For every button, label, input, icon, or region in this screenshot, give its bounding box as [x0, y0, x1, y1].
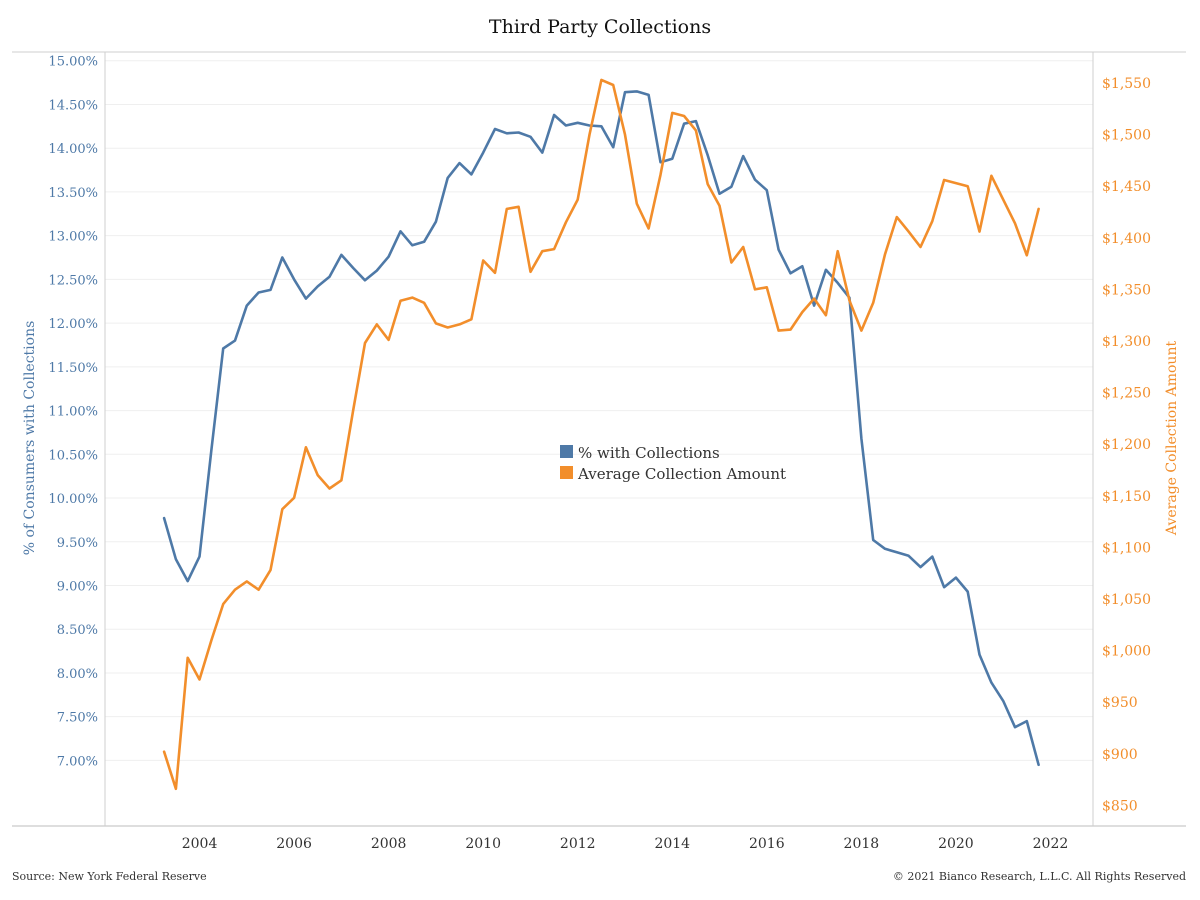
- y-right-tick-label: $1,000: [1102, 644, 1151, 660]
- gridlines: [105, 60, 1093, 761]
- legend: % with Collections Average Collection Am…: [560, 444, 786, 483]
- y-left-tick-label: 10.00%: [48, 492, 98, 507]
- y-right-tick-label: $1,050: [1102, 592, 1151, 608]
- y-right-tick-label: $1,350: [1102, 282, 1151, 298]
- y-right-tick-label: $1,200: [1102, 437, 1151, 453]
- x-tick-label: 2004: [182, 836, 218, 852]
- y-right-axis-title: Average Collection Amount: [1164, 341, 1180, 537]
- x-tick-label: 2018: [844, 836, 880, 852]
- y-left-tick-label: 12.00%: [48, 317, 98, 332]
- y-right-tick-label: $1,550: [1102, 76, 1151, 92]
- copyright-note: © 2021 Bianco Research, L.L.C. All Right…: [892, 870, 1186, 883]
- y-left-tick-label: 7.00%: [57, 754, 98, 769]
- y-left-tick-label: 7.50%: [57, 711, 98, 726]
- y-left-tick-label: 8.50%: [57, 623, 98, 638]
- y-left-tick-label: 10.50%: [48, 448, 98, 463]
- y-right-tick-label: $1,100: [1102, 540, 1151, 556]
- y-right-tick-label: $950: [1102, 695, 1138, 711]
- y-left-tick-label: 15.00%: [48, 55, 98, 70]
- y-right-tick-label: $1,150: [1102, 489, 1151, 505]
- y-right-tick-label: $1,500: [1102, 128, 1151, 144]
- x-tick-label: 2022: [1033, 836, 1069, 852]
- plot-frame: [12, 51, 1186, 827]
- legend-swatch-pct: [560, 445, 573, 458]
- source-note: Source: New York Federal Reserve: [12, 870, 207, 883]
- x-tick-label: 2020: [938, 836, 974, 852]
- y-left-tick-label: 9.50%: [57, 536, 98, 551]
- legend-label-amount: Average Collection Amount: [577, 465, 786, 483]
- y-left-tick-label: 14.00%: [48, 142, 98, 157]
- y-right-tick-label: $900: [1102, 747, 1138, 763]
- y-left-tick-label: 13.50%: [48, 186, 98, 201]
- x-tick-label: 2006: [276, 836, 312, 852]
- y-right-tick-label: $850: [1102, 798, 1138, 814]
- series-line-average-collection-amount: [162, 78, 1040, 791]
- series-lines: [162, 78, 1040, 791]
- y-left-tick-label: 12.50%: [48, 273, 98, 288]
- y-right-tick-label: $1,300: [1102, 334, 1151, 350]
- x-tick-label: 2008: [371, 836, 407, 852]
- y-left-tick-label: 11.50%: [48, 361, 98, 376]
- x-tick-label: 2014: [654, 836, 690, 852]
- x-tick-label: 2010: [465, 836, 501, 852]
- legend-label-pct: % with Collections: [578, 444, 720, 462]
- chart-title: Third Party Collections: [488, 16, 712, 38]
- x-tick-label: 2012: [560, 836, 596, 852]
- y-left-tick-label: 9.00%: [57, 579, 98, 594]
- tick-labels: 7.00% 7.50% 8.00% 8.50% 9.00% 9.50% 10.00% 10.5…: [48, 55, 1151, 852]
- y-right-tick-label: $1,400: [1102, 231, 1151, 247]
- series-line-pct-with-collections: [162, 90, 1040, 767]
- y-left-tick-label: 11.00%: [48, 405, 98, 420]
- y-left-axis-title: % of Consumers with Collections: [22, 321, 38, 556]
- legend-swatch-amount: [560, 466, 573, 479]
- y-left-tick-label: 14.50%: [48, 98, 98, 113]
- y-left-tick-label: 13.00%: [48, 230, 98, 245]
- y-left-tick-label: 8.00%: [57, 667, 98, 682]
- x-tick-label: 2016: [749, 836, 785, 852]
- y-right-tick-label: $1,450: [1102, 179, 1151, 195]
- y-right-tick-label: $1,250: [1102, 386, 1151, 402]
